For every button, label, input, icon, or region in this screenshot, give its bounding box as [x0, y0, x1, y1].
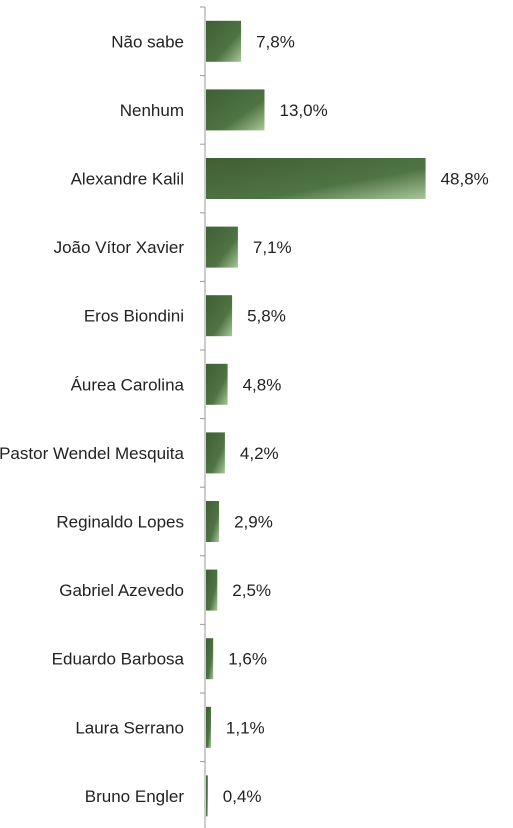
category-label-gabriel-azevedo: Gabriel Azevedo: [59, 581, 184, 600]
bar-laura-serrano: [206, 706, 211, 748]
category-label-pastor-wendel-mesquita: Pastor Wendel Mesquita: [0, 444, 185, 463]
bar-nenhum: [206, 89, 265, 131]
value-label-gabriel-azevedo: 2,5%: [232, 581, 271, 600]
value-label-alexandre-kalil: 48,8%: [441, 170, 489, 189]
bar-eros-biondini: [206, 295, 233, 337]
value-label-pastor-wendel-mesquita: 4,2%: [240, 444, 279, 463]
category-label-nenhum: Nenhum: [120, 101, 184, 120]
category-label-eduardo-barbosa: Eduardo Barbosa: [52, 650, 185, 669]
bar-nao-sabe: [206, 20, 242, 62]
value-label-eduardo-barbosa: 1,6%: [228, 650, 267, 669]
category-label-joao-vitor-xavier: João Vítor Xavier: [54, 238, 185, 257]
bar-eduardo-barbosa: [206, 638, 214, 680]
category-label-alexandre-kalil: Alexandre Kalil: [71, 170, 184, 189]
value-label-reginaldo-lopes: 2,9%: [234, 513, 273, 532]
bars-layer: [206, 20, 426, 817]
category-axis: [200, 6, 206, 828]
bar-aurea-carolina: [206, 363, 228, 405]
value-label-nenhum: 13,0%: [280, 101, 328, 120]
category-label-nao-sabe: Não sabe: [111, 32, 184, 51]
category-label-eros-biondini: Eros Biondini: [84, 307, 184, 326]
category-label-laura-serrano: Laura Serrano: [75, 718, 184, 737]
value-label-bruno-engler: 0,4%: [223, 787, 262, 806]
category-label-reginaldo-lopes: Reginaldo Lopes: [56, 513, 184, 532]
value-label-aurea-carolina: 4,8%: [243, 375, 282, 394]
bar-joao-vitor-xavier: [206, 226, 238, 268]
value-label-laura-serrano: 1,1%: [226, 718, 265, 737]
bar-gabriel-azevedo: [206, 569, 218, 611]
bar-alexandre-kalil: [206, 158, 426, 199]
bar-pastor-wendel-mesquita: [206, 432, 225, 474]
bar-bruno-engler: [206, 775, 208, 817]
value-label-nao-sabe: 7,8%: [256, 32, 295, 51]
bar-reginaldo-lopes: [206, 501, 219, 542]
category-label-bruno-engler: Bruno Engler: [85, 787, 185, 806]
category-label-aurea-carolina: Áurea Carolina: [71, 375, 185, 394]
value-label-joao-vitor-xavier: 7,1%: [253, 238, 292, 257]
labels-layer: Não sabe 7,8% Nenhum 13,0% Alexandre Kalil 48…: [0, 32, 489, 806]
value-label-eros-biondini: 5,8%: [247, 307, 286, 326]
